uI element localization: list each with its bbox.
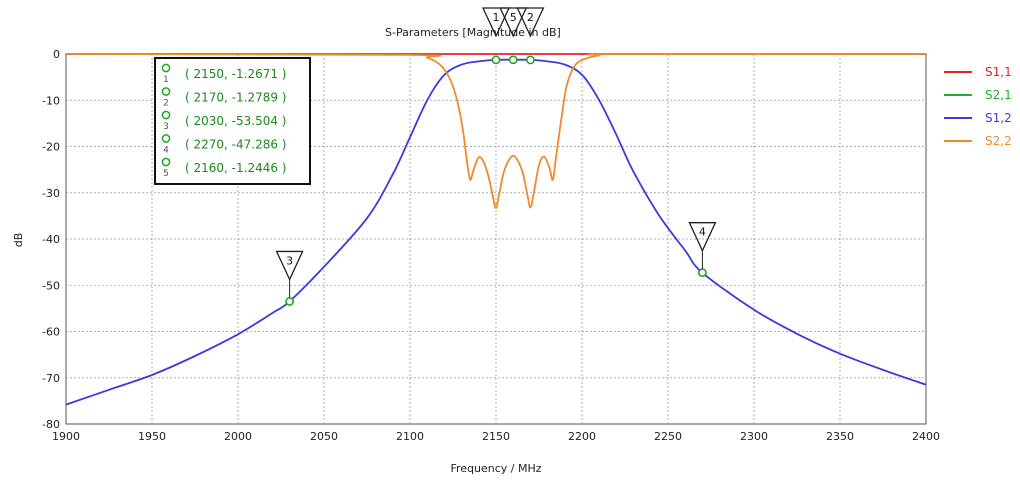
marker-callout — [499, 7, 528, 38]
legend-label: S2,1 — [985, 88, 1012, 102]
y-tick-label: -40 — [42, 233, 60, 246]
legend-label: S1,1 — [985, 65, 1012, 79]
readout-marker-id: 5 — [163, 169, 169, 179]
marker-callout-label: 1 — [493, 11, 500, 24]
readout-marker-id: 3 — [163, 122, 169, 132]
x-tick-label: 2200 — [568, 430, 596, 443]
marker-callout-label: 3 — [286, 254, 293, 267]
x-tick-label: 2100 — [396, 430, 424, 443]
marker-callout-label: 2 — [527, 11, 534, 24]
marker-callout-label: 5 — [510, 11, 517, 24]
readout-marker-dot — [161, 134, 171, 143]
marker-readout-box: 1 ( 2150, -1.2671 ) 2 ( 2170, -1.2789 ) 3 ( 2… — [154, 57, 311, 185]
y-tick-label: -20 — [42, 141, 60, 154]
readout-marker-id: 4 — [163, 146, 169, 156]
x-tick-label: 2000 — [224, 430, 252, 443]
marker-point — [698, 268, 707, 278]
readout-value: ( 2150, -1.2671 ) — [185, 67, 286, 81]
readout-value: ( 2030, -53.504 ) — [185, 114, 286, 128]
marker-callout-label: 4 — [699, 226, 706, 239]
x-axis-ticks: 1900 1950 2000 2050 2100 2150 2200 2250 2300 2350… — [52, 430, 940, 443]
y-tick-label: -60 — [42, 326, 60, 339]
marker-callout — [275, 250, 304, 281]
readout-marker-id: 1 — [163, 75, 169, 85]
marker-point — [508, 55, 518, 65]
x-tick-label: 2300 — [740, 430, 768, 443]
marker-callout — [516, 7, 545, 38]
marker-point — [526, 55, 535, 65]
x-tick-label: 2050 — [310, 430, 338, 443]
x-tick-label: 2250 — [654, 430, 682, 443]
readout-marker-dot — [161, 87, 171, 96]
readout-marker-dot — [161, 157, 171, 167]
y-tick-label: -70 — [42, 372, 60, 385]
readout-value: ( 2270, -47.286 ) — [185, 138, 286, 152]
marker-callout — [688, 222, 717, 253]
readout-value: ( 2170, -1.2789 ) — [185, 91, 286, 105]
y-tick-label: -50 — [42, 279, 60, 292]
x-tick-label: 2400 — [912, 430, 940, 443]
marker-point — [491, 55, 501, 65]
x-tick-label: 2350 — [826, 430, 854, 443]
marker-callout — [481, 7, 511, 38]
legend: S1,1 S2,1 S1,2 S2,2 — [944, 65, 1012, 148]
chart-title: S-Parameters [Magnitude in dB] — [385, 26, 561, 39]
y-tick-label: 0 — [53, 48, 60, 61]
legend-label: S1,2 — [985, 111, 1012, 125]
marker-points: 1 2 3 4 5 — [275, 7, 717, 306]
series-line-S2-2 — [65, 53, 927, 209]
y-tick-label: -10 — [42, 94, 60, 107]
marker-point — [285, 297, 294, 306]
grid-lines — [66, 54, 926, 424]
y-axis-ticks: 0 -10 -20 -30 -40 -50 -60 -70 -80 — [42, 48, 60, 431]
readout-value: ( 2160, -1.2446 ) — [185, 161, 286, 175]
y-axis-label: dB — [12, 233, 25, 248]
x-tick-label: 2150 — [482, 430, 510, 443]
x-tick-label: 1950 — [138, 430, 166, 443]
x-axis-label: Frequency / MHz — [450, 462, 541, 475]
x-tick-label: 1900 — [52, 430, 80, 443]
legend-label: S2,2 — [985, 134, 1012, 148]
readout-marker-dot — [161, 110, 171, 120]
y-tick-label: -80 — [42, 418, 60, 431]
readout-marker-id: 2 — [163, 99, 169, 109]
readout-marker-dot — [161, 63, 171, 73]
readout-frame — [154, 57, 311, 185]
y-tick-label: -30 — [42, 187, 60, 200]
